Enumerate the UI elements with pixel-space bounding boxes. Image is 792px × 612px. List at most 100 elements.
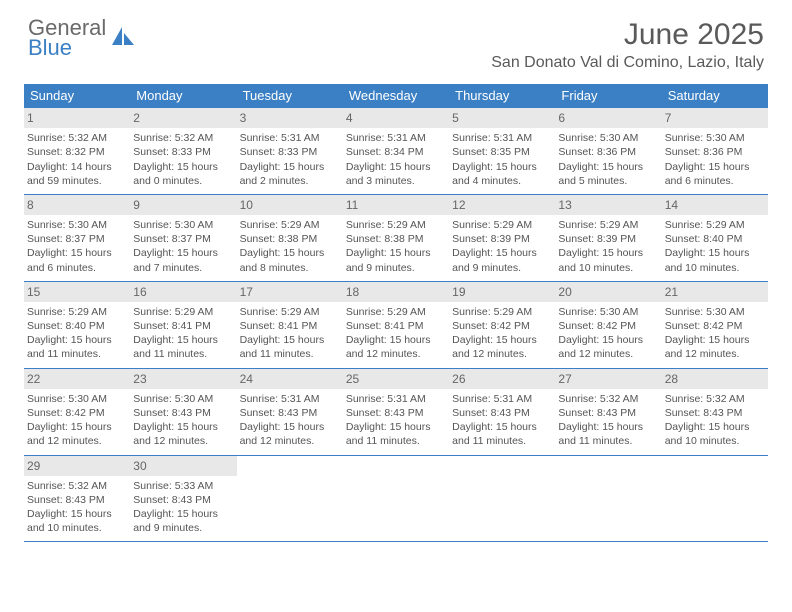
empty-cell xyxy=(449,456,555,542)
daylight-text: and 12 minutes. xyxy=(346,347,446,361)
time-text: Sunrise: 5:31 AM xyxy=(240,392,340,406)
week-row: 1Sunrise: 5:32 AMSunset: 8:32 PMDaylight… xyxy=(24,108,768,195)
time-text: Sunrise: 5:32 AM xyxy=(558,392,658,406)
daylight-text: and 10 minutes. xyxy=(27,521,127,535)
day-cell: 29Sunrise: 5:32 AMSunset: 8:43 PMDayligh… xyxy=(24,456,130,542)
time-text: Sunset: 8:43 PM xyxy=(133,406,233,420)
daylight-text: and 11 minutes. xyxy=(240,347,340,361)
time-text: Sunset: 8:39 PM xyxy=(452,232,552,246)
daylight-text: and 9 minutes. xyxy=(452,261,552,275)
empty-cell xyxy=(237,456,343,542)
time-text: Sunrise: 5:29 AM xyxy=(452,218,552,232)
daylight-text: Daylight: 15 hours xyxy=(452,420,552,434)
day-number: 30 xyxy=(130,456,236,476)
time-text: Sunrise: 5:32 AM xyxy=(27,479,127,493)
daylight-text: Daylight: 15 hours xyxy=(27,507,127,521)
logo-sail-icon xyxy=(110,23,136,52)
weekday-header: Monday xyxy=(130,84,236,108)
daylight-text: and 12 minutes. xyxy=(558,347,658,361)
day-cell: 30Sunrise: 5:33 AMSunset: 8:43 PMDayligh… xyxy=(130,456,236,542)
day-cell: 7Sunrise: 5:30 AMSunset: 8:36 PMDaylight… xyxy=(662,108,768,194)
daylight-text: and 10 minutes. xyxy=(665,434,765,448)
time-text: Sunset: 8:40 PM xyxy=(665,232,765,246)
time-text: Sunrise: 5:31 AM xyxy=(452,131,552,145)
time-text: Sunrise: 5:31 AM xyxy=(346,131,446,145)
day-number: 9 xyxy=(130,195,236,215)
daylight-text: and 6 minutes. xyxy=(27,261,127,275)
daylight-text: and 11 minutes. xyxy=(558,434,658,448)
day-cell: 17Sunrise: 5:29 AMSunset: 8:41 PMDayligh… xyxy=(237,282,343,368)
day-cell: 10Sunrise: 5:29 AMSunset: 8:38 PMDayligh… xyxy=(237,195,343,281)
daylight-text: Daylight: 15 hours xyxy=(665,333,765,347)
day-number: 1 xyxy=(24,108,130,128)
day-cell: 15Sunrise: 5:29 AMSunset: 8:40 PMDayligh… xyxy=(24,282,130,368)
daylight-text: Daylight: 15 hours xyxy=(558,246,658,260)
time-text: Sunset: 8:34 PM xyxy=(346,145,446,159)
day-number: 5 xyxy=(449,108,555,128)
time-text: Sunrise: 5:29 AM xyxy=(665,218,765,232)
time-text: Sunset: 8:37 PM xyxy=(133,232,233,246)
week-row: 22Sunrise: 5:30 AMSunset: 8:42 PMDayligh… xyxy=(24,369,768,456)
weekday-header: Sunday xyxy=(24,84,130,108)
day-number: 29 xyxy=(24,456,130,476)
daylight-text: Daylight: 15 hours xyxy=(346,160,446,174)
time-text: Sunrise: 5:30 AM xyxy=(27,218,127,232)
daylight-text: Daylight: 14 hours xyxy=(27,160,127,174)
time-text: Sunrise: 5:31 AM xyxy=(240,131,340,145)
time-text: Sunset: 8:41 PM xyxy=(133,319,233,333)
day-number: 17 xyxy=(237,282,343,302)
time-text: Sunrise: 5:30 AM xyxy=(665,131,765,145)
time-text: Sunset: 8:42 PM xyxy=(558,319,658,333)
daylight-text: and 11 minutes. xyxy=(27,347,127,361)
day-number: 13 xyxy=(555,195,661,215)
day-cell: 9Sunrise: 5:30 AMSunset: 8:37 PMDaylight… xyxy=(130,195,236,281)
time-text: Sunrise: 5:29 AM xyxy=(346,305,446,319)
day-cell: 26Sunrise: 5:31 AMSunset: 8:43 PMDayligh… xyxy=(449,369,555,455)
daylight-text: Daylight: 15 hours xyxy=(346,333,446,347)
time-text: Sunset: 8:43 PM xyxy=(346,406,446,420)
time-text: Sunset: 8:38 PM xyxy=(240,232,340,246)
weekday-header: Friday xyxy=(555,84,661,108)
time-text: Sunrise: 5:29 AM xyxy=(133,305,233,319)
week-row: 8Sunrise: 5:30 AMSunset: 8:37 PMDaylight… xyxy=(24,195,768,282)
day-number: 21 xyxy=(662,282,768,302)
time-text: Sunrise: 5:32 AM xyxy=(665,392,765,406)
time-text: Sunrise: 5:33 AM xyxy=(133,479,233,493)
day-cell: 20Sunrise: 5:30 AMSunset: 8:42 PMDayligh… xyxy=(555,282,661,368)
time-text: Sunrise: 5:29 AM xyxy=(558,218,658,232)
daylight-text: Daylight: 15 hours xyxy=(558,420,658,434)
day-cell: 21Sunrise: 5:30 AMSunset: 8:42 PMDayligh… xyxy=(662,282,768,368)
daylight-text: and 11 minutes. xyxy=(346,434,446,448)
day-number: 19 xyxy=(449,282,555,302)
weekday-header: Thursday xyxy=(449,84,555,108)
daylight-text: Daylight: 15 hours xyxy=(240,420,340,434)
day-cell: 12Sunrise: 5:29 AMSunset: 8:39 PMDayligh… xyxy=(449,195,555,281)
daylight-text: Daylight: 15 hours xyxy=(133,333,233,347)
daylight-text: Daylight: 15 hours xyxy=(27,246,127,260)
day-cell: 4Sunrise: 5:31 AMSunset: 8:34 PMDaylight… xyxy=(343,108,449,194)
day-cell: 22Sunrise: 5:30 AMSunset: 8:42 PMDayligh… xyxy=(24,369,130,455)
day-number: 11 xyxy=(343,195,449,215)
weekday-header: Tuesday xyxy=(237,84,343,108)
time-text: Sunrise: 5:30 AM xyxy=(558,131,658,145)
day-cell: 28Sunrise: 5:32 AMSunset: 8:43 PMDayligh… xyxy=(662,369,768,455)
time-text: Sunset: 8:41 PM xyxy=(346,319,446,333)
day-number: 2 xyxy=(130,108,236,128)
day-cell: 6Sunrise: 5:30 AMSunset: 8:36 PMDaylight… xyxy=(555,108,661,194)
day-number: 25 xyxy=(343,369,449,389)
daylight-text: Daylight: 15 hours xyxy=(452,333,552,347)
daylight-text: Daylight: 15 hours xyxy=(133,507,233,521)
daylight-text: and 12 minutes. xyxy=(665,347,765,361)
time-text: Sunset: 8:41 PM xyxy=(240,319,340,333)
time-text: Sunset: 8:42 PM xyxy=(452,319,552,333)
logo: General Blue xyxy=(28,18,136,58)
daylight-text: Daylight: 15 hours xyxy=(133,246,233,260)
day-number: 10 xyxy=(237,195,343,215)
day-cell: 18Sunrise: 5:29 AMSunset: 8:41 PMDayligh… xyxy=(343,282,449,368)
daylight-text: Daylight: 15 hours xyxy=(240,333,340,347)
day-number: 27 xyxy=(555,369,661,389)
weeks-container: 1Sunrise: 5:32 AMSunset: 8:32 PMDaylight… xyxy=(24,108,768,542)
day-cell: 23Sunrise: 5:30 AMSunset: 8:43 PMDayligh… xyxy=(130,369,236,455)
day-number: 22 xyxy=(24,369,130,389)
day-cell: 2Sunrise: 5:32 AMSunset: 8:33 PMDaylight… xyxy=(130,108,236,194)
